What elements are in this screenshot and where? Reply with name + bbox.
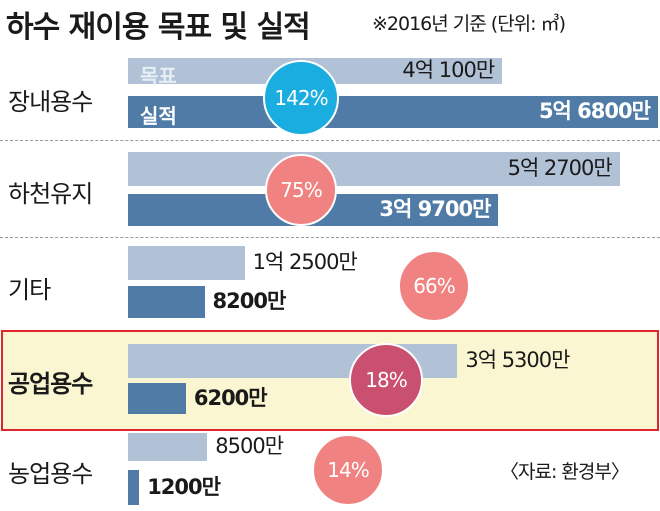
legend-actual: 실적 bbox=[140, 104, 177, 128]
target-value: 5억 2700만 bbox=[507, 156, 613, 180]
actual-bar bbox=[128, 286, 205, 318]
actual-value: 3억 9700만 bbox=[379, 197, 491, 221]
actual-bar bbox=[128, 96, 658, 128]
divider bbox=[0, 237, 660, 238]
rate-circle: 142% bbox=[263, 60, 339, 136]
target-value: 4억 100만 bbox=[402, 58, 495, 82]
target-bar bbox=[128, 152, 620, 186]
category-label: 농업용수 bbox=[8, 460, 93, 488]
target-value: 1억 2500만 bbox=[252, 250, 358, 274]
category-label: 공업용수 bbox=[8, 370, 93, 398]
chart-title: 하수 재이용 목표 및 실적 bbox=[6, 10, 311, 45]
rate-circle: 66% bbox=[398, 250, 470, 322]
divider bbox=[0, 140, 660, 141]
actual-bar bbox=[128, 383, 186, 414]
rate-circle: 75% bbox=[265, 154, 337, 226]
chart-subtitle: ※2016년 기준 (단위: ㎥) bbox=[372, 13, 566, 35]
source-note: 〈자료: 환경부〉 bbox=[500, 461, 630, 483]
actual-value: 5억 6800만 bbox=[538, 99, 651, 123]
actual-value: 8200만 bbox=[212, 289, 287, 313]
actual-value: 6200만 bbox=[193, 385, 268, 410]
target-value: 3억 5300만 bbox=[465, 348, 570, 372]
rate-circle: 18% bbox=[349, 343, 423, 417]
rate-circle: 14% bbox=[312, 434, 384, 506]
legend-target: 목표 bbox=[140, 64, 177, 88]
category-label: 하천유지 bbox=[8, 180, 93, 208]
actual-value: 1200만 bbox=[147, 474, 221, 499]
category-label: 기타 bbox=[8, 276, 51, 304]
target-bar bbox=[128, 246, 245, 280]
target-bar bbox=[128, 433, 208, 461]
target-value: 8500만 bbox=[215, 434, 284, 458]
actual-bar bbox=[128, 470, 140, 505]
category-label: 장내용수 bbox=[8, 88, 93, 116]
